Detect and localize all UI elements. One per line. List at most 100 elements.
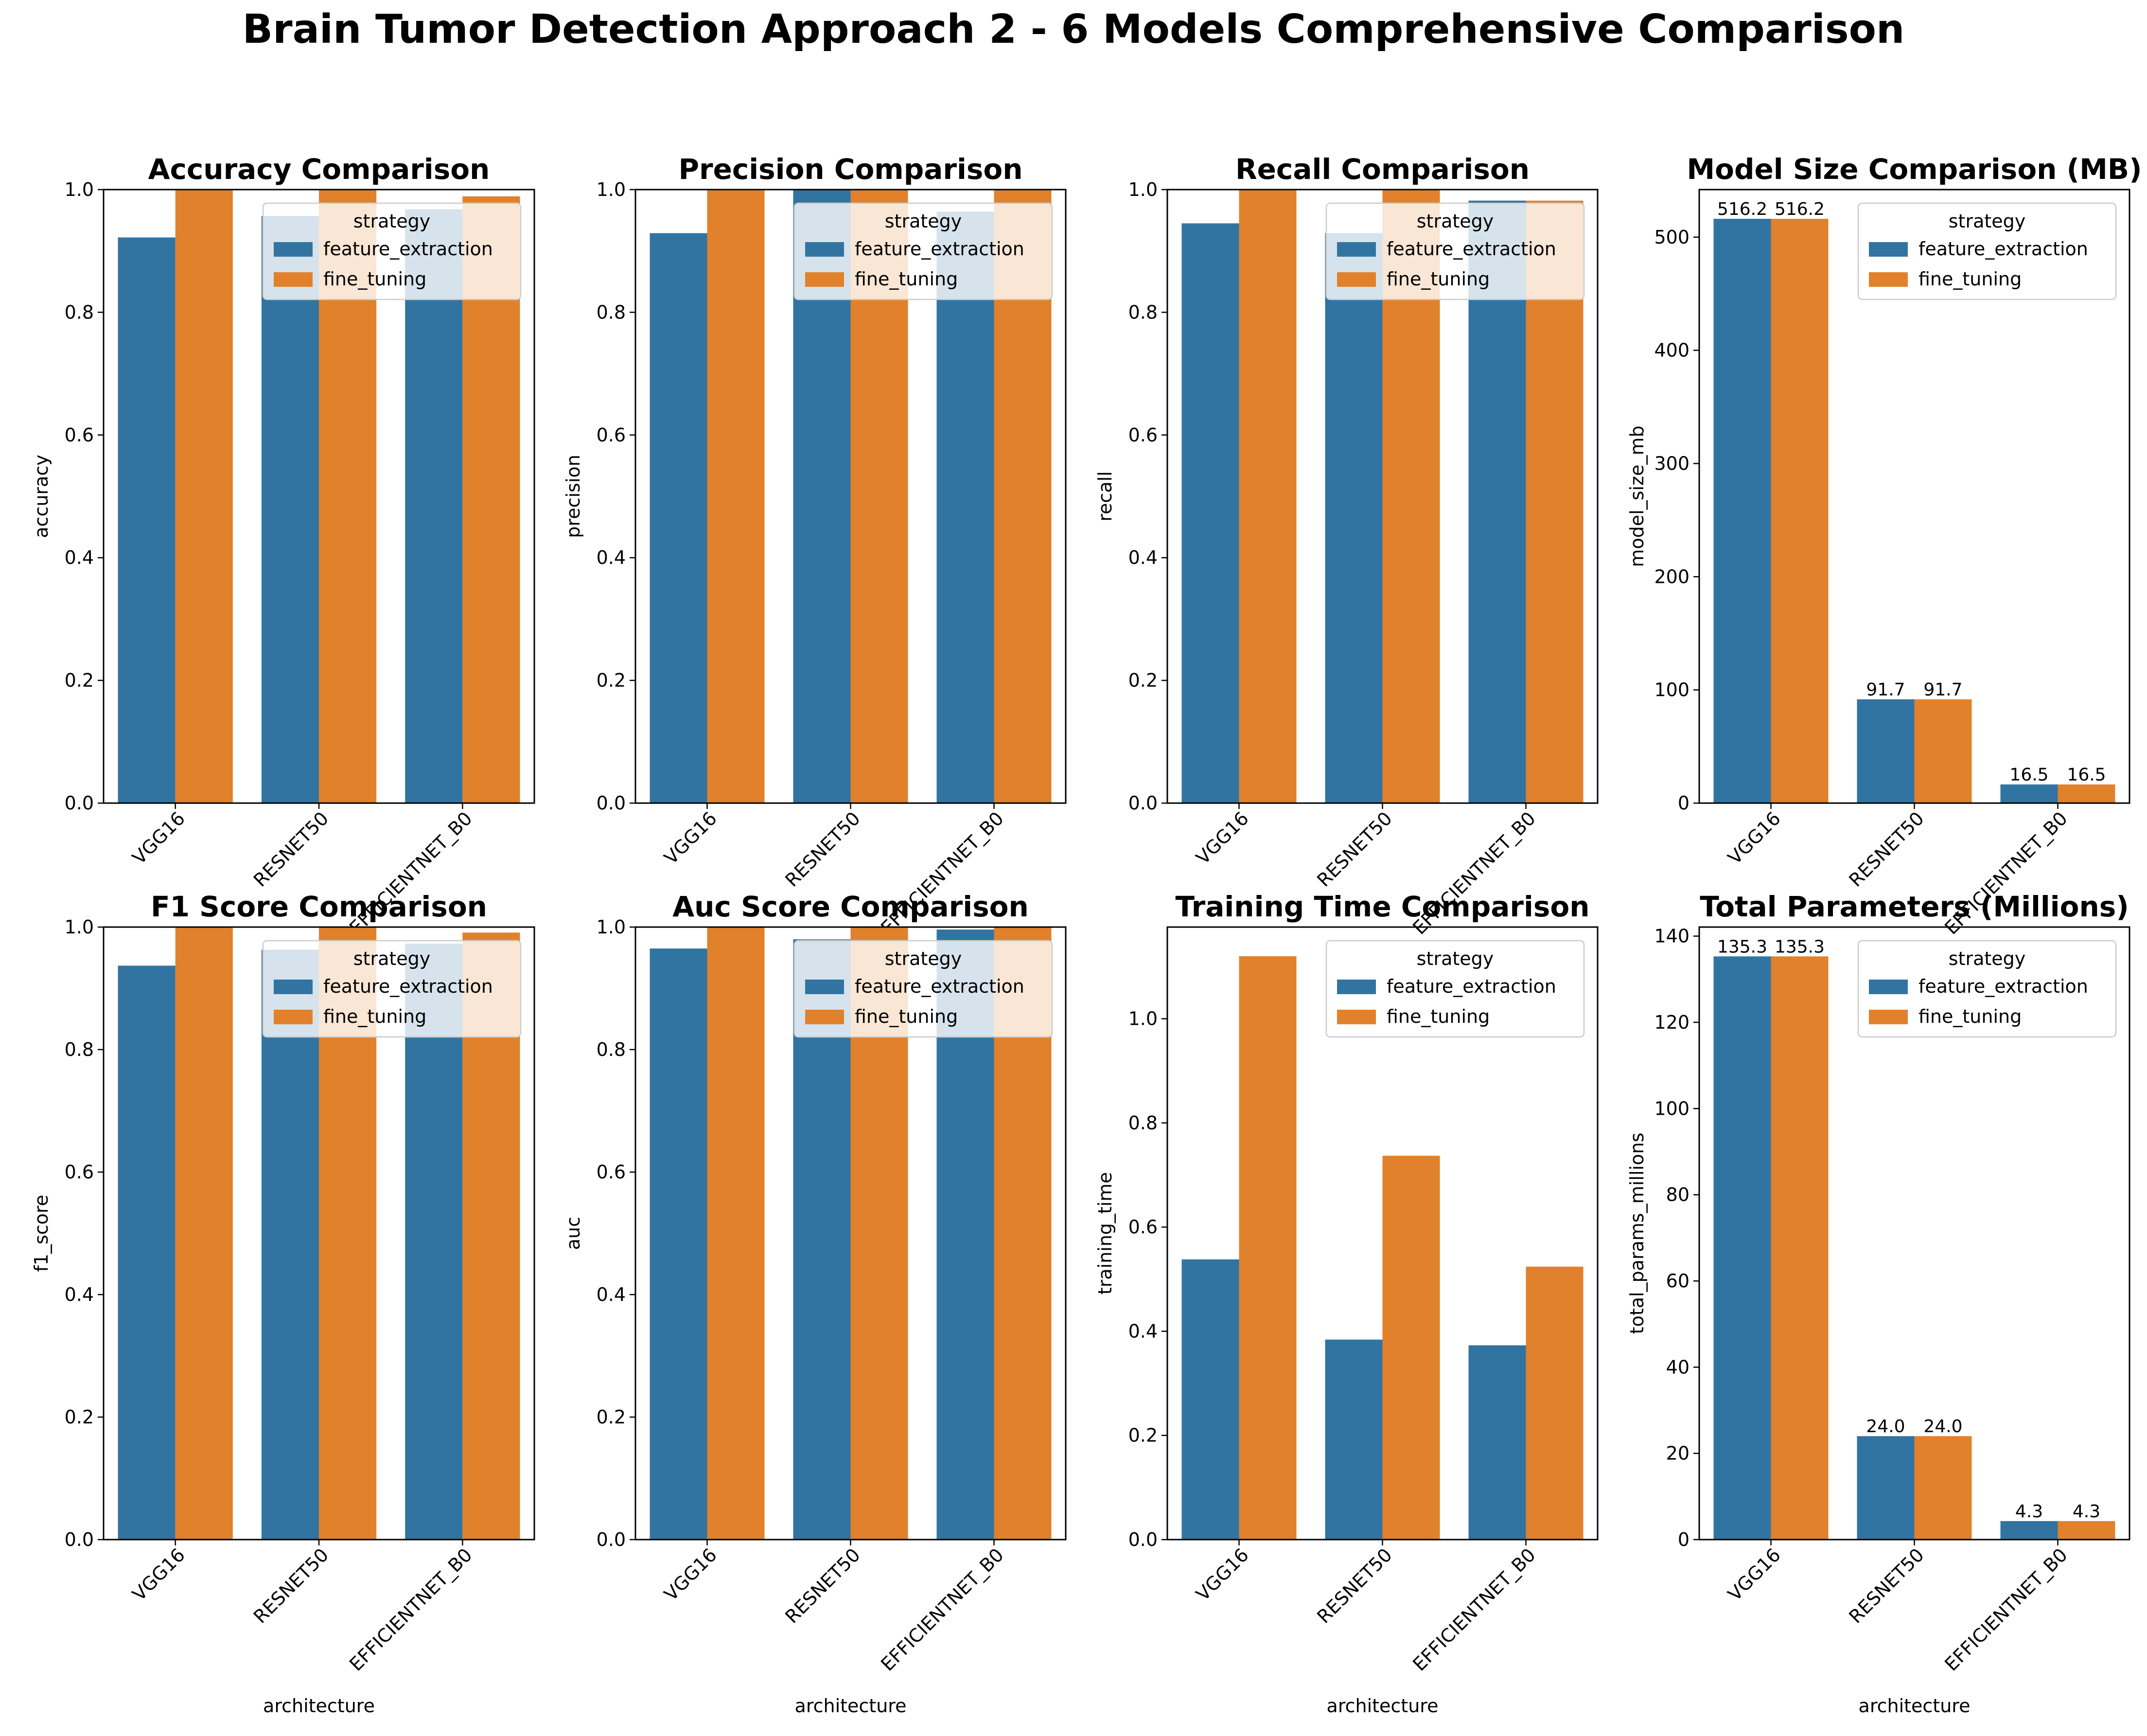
y-axis-label: f1_score — [31, 1195, 52, 1272]
y-tick-label: 0.4 — [65, 547, 94, 568]
legend-box — [1325, 202, 1585, 300]
bar-feature-extraction-efficientnet-b0 — [1468, 200, 1526, 804]
legend-swatch-feature-extraction — [805, 242, 844, 257]
bar-value-label: 4.3 — [2073, 1502, 2100, 1522]
y-tick-label: 100 — [1654, 1098, 1689, 1119]
y-tick-label: 0.2 — [597, 1406, 626, 1428]
bar-fine-tuning-vgg16 — [1771, 219, 1829, 803]
bar-feature-extraction-vgg16 — [118, 965, 176, 1540]
legend-swatch-fine-tuning — [1869, 272, 1908, 287]
y-tick-label: 200 — [1654, 566, 1689, 587]
bar-fine-tuning-vgg16 — [1239, 956, 1297, 1540]
y-tick-label: 60 — [1666, 1270, 1689, 1292]
legend: strategy feature_extraction fine_tuning — [1857, 940, 2117, 1038]
legend-swatch-feature-extraction — [1869, 980, 1908, 994]
bar-fine-tuning-vgg16 — [707, 190, 765, 803]
legend: strategy feature_extraction fine_tuning — [793, 940, 1053, 1038]
y-tick-label: 0.0 — [597, 1529, 626, 1550]
y-tick-label: 0.4 — [1128, 547, 1158, 568]
legend-box — [1857, 202, 2117, 300]
y-tick-label: 0.6 — [65, 1161, 94, 1183]
y-tick-label: 1.0 — [1128, 1008, 1158, 1030]
y-tick-label: 400 — [1654, 340, 1689, 361]
legend-label-fine-tuning: fine_tuning — [1387, 1006, 1490, 1027]
y-axis-label: accuracy — [31, 455, 52, 538]
legend-title: strategy — [885, 948, 962, 969]
legend-swatch-feature-extraction — [274, 980, 313, 994]
x-axis-label: architecture — [263, 1695, 375, 1717]
bar-value-label: 16.5 — [2067, 765, 2106, 785]
bar-feature-extraction-resnet50 — [1857, 1436, 1915, 1540]
panel-title: Accuracy Comparison — [148, 153, 490, 186]
y-tick-label: 0.0 — [65, 1529, 94, 1550]
y-tick-label: 0.8 — [597, 301, 626, 323]
bar-fine-tuning-vgg16 — [175, 927, 233, 1540]
bar-value-label: 516.2 — [1775, 199, 1825, 219]
y-axis-label: recall — [1094, 471, 1116, 521]
panel-title: Auc Score Comparison — [672, 890, 1029, 923]
bar-fine-tuning-efficientnet-b0 — [1526, 200, 1584, 804]
y-tick-label: 0.0 — [1128, 1529, 1158, 1550]
bar-feature-extraction-vgg16 — [118, 237, 176, 804]
y-tick-label: 1.0 — [65, 179, 94, 200]
y-axis-label: training_time — [1094, 1172, 1116, 1295]
bar-feature-extraction-vgg16 — [1181, 223, 1239, 803]
legend-swatch-feature-extraction — [1337, 242, 1376, 257]
legend-box — [793, 202, 1053, 300]
panel-title: Total Parameters (Millions) — [1700, 890, 2129, 923]
bar-feature-extraction-resnet50 — [793, 939, 851, 1540]
bar-fine-tuning-vgg16 — [1771, 956, 1829, 1540]
y-tick-label: 100 — [1654, 679, 1689, 701]
y-tick-label: 0.8 — [65, 301, 94, 323]
legend-label-feature-extraction: feature_extraction — [323, 976, 493, 997]
y-tick-label: 0.0 — [1128, 792, 1158, 814]
bar-feature-extraction-vgg16 — [650, 233, 707, 804]
y-tick-label: 0.2 — [1128, 670, 1158, 691]
bar-feature-extraction-efficientnet-b0 — [2000, 784, 2058, 803]
y-tick-label: 0.0 — [597, 792, 626, 814]
legend-box — [1325, 940, 1585, 1038]
y-tick-label: 140 — [1654, 926, 1689, 947]
legend-label-feature-extraction: feature_extraction — [1387, 238, 1556, 260]
legend-label-feature-extraction: feature_extraction — [323, 238, 493, 260]
legend: strategy feature_extraction fine_tuning — [793, 202, 1053, 300]
bar-feature-extraction-resnet50 — [261, 216, 319, 803]
y-tick-label: 80 — [1666, 1184, 1689, 1206]
legend-label-fine-tuning: fine_tuning — [855, 1006, 958, 1027]
y-tick-label: 40 — [1666, 1356, 1689, 1378]
legend-swatch-fine-tuning — [274, 272, 313, 287]
panel-title: Precision Comparison — [678, 153, 1022, 186]
legend-swatch-feature-extraction — [805, 980, 844, 994]
bar-value-label: 91.7 — [1866, 680, 1905, 700]
bar-feature-extraction-efficientnet-b0 — [2000, 1521, 2058, 1540]
bar-value-label: 16.5 — [2009, 765, 2048, 785]
bar-value-label: 516.2 — [1717, 199, 1767, 219]
x-axis-label: architecture — [1859, 1695, 1971, 1717]
legend-title: strategy — [1949, 948, 2026, 969]
legend-title: strategy — [1417, 948, 1494, 969]
legend-label-fine-tuning: fine_tuning — [323, 1006, 426, 1027]
y-tick-label: 1.0 — [597, 916, 626, 938]
y-tick-label: 0.8 — [1128, 1112, 1158, 1134]
y-tick-label: 0.6 — [1128, 424, 1158, 446]
bar-feature-extraction-efficientnet-b0 — [936, 211, 994, 804]
bar-feature-extraction-efficientnet-b0 — [405, 209, 463, 803]
y-tick-label: 0.6 — [597, 424, 626, 446]
y-tick-label: 0.2 — [65, 1406, 94, 1428]
figure-title: Brain Tumor Detection Approach 2 - 6 Mod… — [243, 6, 1905, 53]
bar-feature-extraction-efficientnet-b0 — [405, 944, 463, 1540]
y-tick-label: 0.6 — [1128, 1216, 1158, 1238]
legend-label-fine-tuning: fine_tuning — [1387, 268, 1490, 290]
y-tick-label: 1.0 — [597, 179, 626, 200]
y-axis-label: auc — [563, 1217, 584, 1250]
y-tick-label: 0.0 — [65, 792, 94, 814]
legend-swatch-fine-tuning — [274, 1010, 313, 1024]
bar-feature-extraction-vgg16 — [1713, 219, 1771, 803]
legend-title: strategy — [1949, 210, 2026, 232]
bar-feature-extraction-vgg16 — [650, 948, 707, 1540]
legend: strategy feature_extraction fine_tuning — [262, 202, 522, 300]
y-axis-label: model_size_mb — [1626, 425, 1648, 567]
legend-label-feature-extraction: feature_extraction — [1918, 238, 2088, 260]
